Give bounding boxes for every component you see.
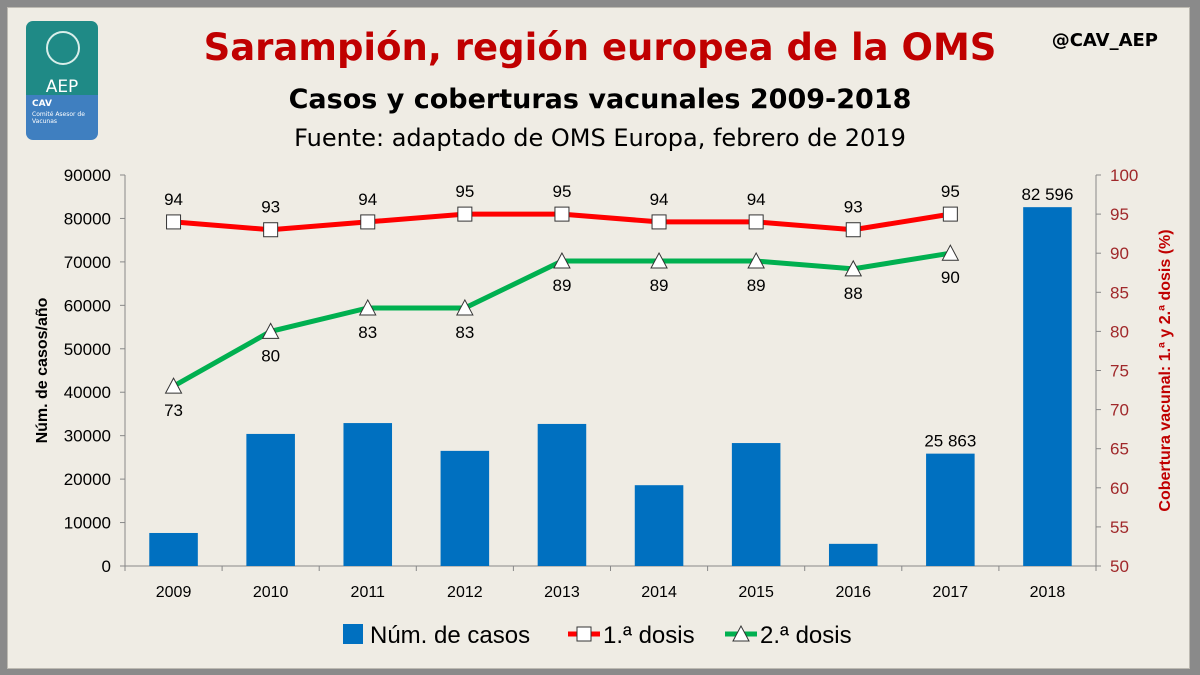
legend-marker-triangle [732, 624, 750, 642]
bar-2018 [1023, 207, 1072, 566]
legend-label-first-dose: 1.ª dosis [603, 622, 695, 649]
legend-marker-square [576, 626, 592, 642]
legend-label-cases: Núm. de casos [370, 622, 530, 649]
data-label-first-dose: 94 [358, 190, 377, 209]
marker-triangle [261, 322, 280, 339]
data-label-second-dose: 73 [164, 401, 183, 420]
y-tick-label: 40000 [64, 383, 111, 402]
marker-triangle [456, 298, 474, 316]
marker-triangle [164, 377, 183, 394]
data-label-first-dose: 94 [747, 190, 766, 209]
x-tick-label: 2016 [835, 584, 871, 601]
bar-data-label: 82 596 [1021, 185, 1073, 204]
bar-2010 [246, 433, 295, 566]
marker-triangle [650, 251, 668, 269]
y2-tick-label: 100 [1110, 166, 1138, 185]
x-tick-label: 2012 [447, 584, 483, 601]
legend-swatch-cases [343, 624, 363, 644]
y-axis-title: Núm. de casos/año [34, 297, 51, 443]
bar-2016 [828, 543, 878, 566]
y2-tick-label: 70 [1110, 401, 1129, 420]
y-tick-label: 30000 [64, 427, 111, 446]
bar-data-label: 25 863 [924, 432, 976, 451]
data-label-second-dose: 90 [941, 268, 960, 287]
y2-tick-label: 80 [1110, 322, 1129, 341]
data-label-first-dose: 95 [941, 182, 960, 201]
data-label-first-dose: 93 [844, 198, 863, 217]
y2-axis-title: Cobertura vacunal: 1.ª y 2.ª dosis (%) [1157, 229, 1174, 511]
bar-2015 [731, 443, 781, 566]
y2-tick-label: 60 [1110, 479, 1129, 498]
marker-square [651, 214, 667, 230]
data-label-second-dose: 80 [261, 346, 280, 365]
y2-tick-label: 50 [1110, 557, 1129, 576]
marker-triangle [941, 244, 960, 261]
line-second-dose [172, 250, 951, 389]
x-tick-label: 2009 [156, 584, 192, 601]
marker-square [166, 214, 182, 230]
y-tick-label: 0 [102, 557, 111, 576]
chart-subtitle: Casos y coberturas vacunales 2009-2018 [288, 84, 912, 115]
marker-square [263, 222, 279, 238]
y-tick-label: 80000 [64, 209, 111, 228]
logo-abbr: AEP [45, 77, 79, 97]
y-tick-label: 50000 [64, 340, 111, 359]
data-label-second-dose: 83 [358, 323, 377, 342]
y2-tick-label: 85 [1110, 283, 1129, 302]
twitter-handle: @CAV_AEP [1051, 30, 1158, 51]
data-label-first-dose: 94 [164, 190, 183, 209]
data-label-first-dose: 95 [552, 182, 571, 201]
y-tick-label: 60000 [64, 296, 111, 315]
x-tick-label: 2011 [351, 584, 386, 601]
y2-tick-label: 55 [1110, 518, 1129, 537]
y2-tick-label: 95 [1110, 205, 1129, 224]
y-tick-label: 90000 [64, 166, 111, 185]
data-label-second-dose: 89 [650, 276, 669, 295]
marker-triangle [553, 251, 571, 269]
chart-source: Fuente: adaptado de OMS Europa, febrero … [294, 124, 906, 152]
bar-2014 [634, 485, 684, 566]
x-tick-label: 2018 [1030, 584, 1066, 601]
marker-square [748, 214, 764, 230]
marker-triangle [358, 298, 377, 316]
data-label-second-dose: 88 [844, 284, 863, 303]
data-label-first-dose: 94 [650, 190, 669, 209]
x-tick-label: 2013 [544, 584, 580, 601]
data-label-first-dose: 93 [261, 198, 280, 217]
data-label-second-dose: 83 [455, 323, 474, 342]
marker-triangle [747, 251, 765, 269]
data-label-second-dose: 89 [552, 276, 571, 295]
legend-label-second-dose: 2.ª dosis [760, 622, 852, 649]
marker-square [554, 206, 570, 222]
marker-triangle [844, 259, 863, 277]
bar-2011 [343, 423, 393, 566]
data-label-second-dose: 89 [747, 276, 766, 295]
bar-2012 [440, 450, 490, 566]
x-tick-label: 2014 [641, 584, 677, 601]
bar-2009 [149, 532, 198, 566]
x-tick-label: 2017 [933, 584, 969, 601]
bar-2017 [926, 453, 975, 566]
data-label-first-dose: 95 [455, 182, 474, 201]
y-tick-label: 70000 [64, 253, 111, 272]
chart-title: Sarampión, región europea de la OMS [203, 26, 997, 69]
y2-tick-label: 65 [1110, 440, 1129, 459]
y-tick-label: 20000 [64, 470, 111, 489]
logo-committee: Comité Asesor de Vacunas [32, 111, 85, 125]
y2-tick-label: 90 [1110, 244, 1129, 263]
bar-2013 [537, 423, 587, 566]
marker-square [457, 206, 473, 222]
y2-tick-label: 75 [1110, 362, 1129, 381]
marker-square [942, 206, 958, 222]
chart-panel [7, 7, 1190, 669]
x-tick-label: 2010 [253, 584, 289, 601]
logo-cav: CAV [32, 99, 52, 109]
marker-square [360, 214, 376, 230]
x-tick-label: 2015 [738, 584, 774, 601]
aep-logo: AEP CAV Comité Asesor de Vacunas [26, 21, 98, 140]
logo-emblem-icon [46, 31, 80, 65]
marker-square [845, 222, 861, 238]
y-tick-label: 10000 [64, 514, 111, 533]
